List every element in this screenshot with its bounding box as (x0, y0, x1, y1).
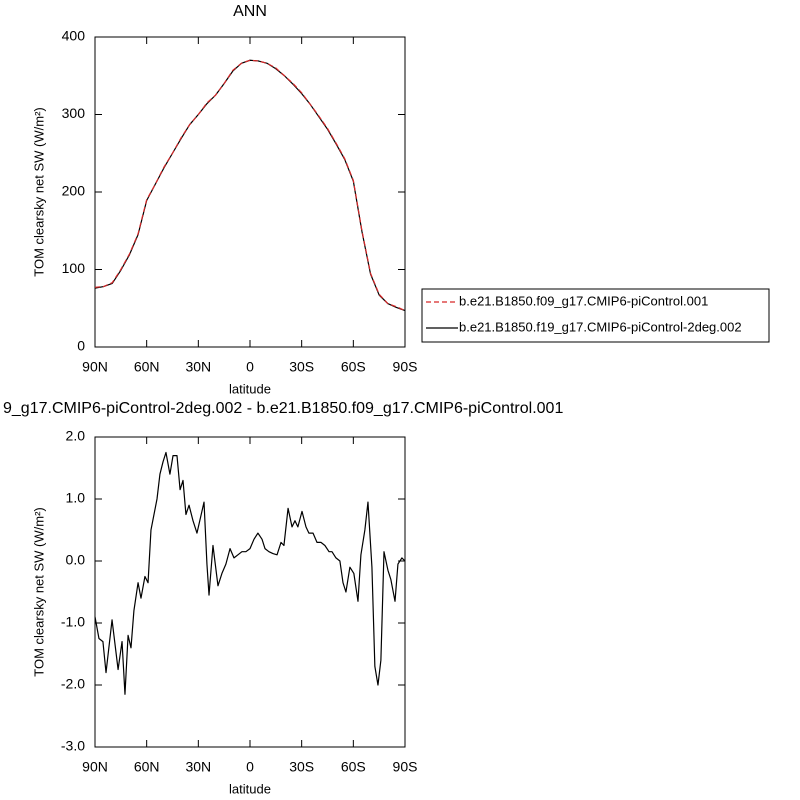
legend: b.e21.B1850.f09_g17.CMIP6-piControl.001b… (421, 288, 770, 343)
y-tick-label: -2.0 (61, 676, 85, 692)
legend-box (421, 288, 770, 343)
y-tick-label: -3.0 (61, 738, 85, 754)
x-tick-label: 90S (393, 759, 418, 775)
x-tick-label: 0 (246, 359, 254, 375)
legend-label: b.e21.B1850.f19_g17.CMIP6-piControl-2deg… (459, 319, 742, 334)
x-tick-label: 60S (341, 759, 366, 775)
y-tick-label: 200 (62, 183, 86, 199)
y-tick-label: 0 (77, 338, 85, 354)
legend-label: b.e21.B1850.f09_g17.CMIP6-piControl.001 (459, 293, 708, 308)
y-tick-label: 400 (62, 28, 86, 44)
y-tick-label: -1.0 (61, 614, 85, 630)
y-tick-label: 0.0 (66, 552, 86, 568)
y-tick-label: 300 (62, 105, 86, 121)
x-tick-label: 60N (134, 359, 160, 375)
x-tick-label: 30S (289, 759, 314, 775)
x-tick-label: 60S (341, 359, 366, 375)
series-line (94, 59, 406, 312)
y-tick-label: 1.0 (66, 490, 86, 506)
x-tick-label: 30N (185, 359, 211, 375)
chart-title: 9_g17.CMIP6-piControl-2deg.002 - b.e21.B… (3, 400, 563, 417)
series-line (94, 451, 406, 695)
x-tick-label: 30N (185, 759, 211, 775)
x-tick-label: 90N (82, 759, 108, 775)
x-axis-title: latitude (229, 781, 271, 796)
x-tick-label: 60N (134, 759, 160, 775)
x-tick-label: 90S (393, 359, 418, 375)
series-line (94, 59, 406, 312)
y-axis-title: TOM clearsky net SW (W/m²) (31, 107, 46, 276)
y-axis-title: TOM clearsky net SW (W/m²) (31, 507, 46, 676)
x-axis-title: latitude (229, 381, 271, 396)
x-tick-label: 0 (246, 759, 254, 775)
chart-title: ANN (233, 3, 267, 20)
x-tick-label: 90N (82, 359, 108, 375)
y-tick-label: 2.0 (66, 428, 86, 444)
y-tick-label: 100 (62, 260, 86, 276)
x-tick-label: 30S (289, 359, 314, 375)
plot-frame (94, 36, 406, 348)
